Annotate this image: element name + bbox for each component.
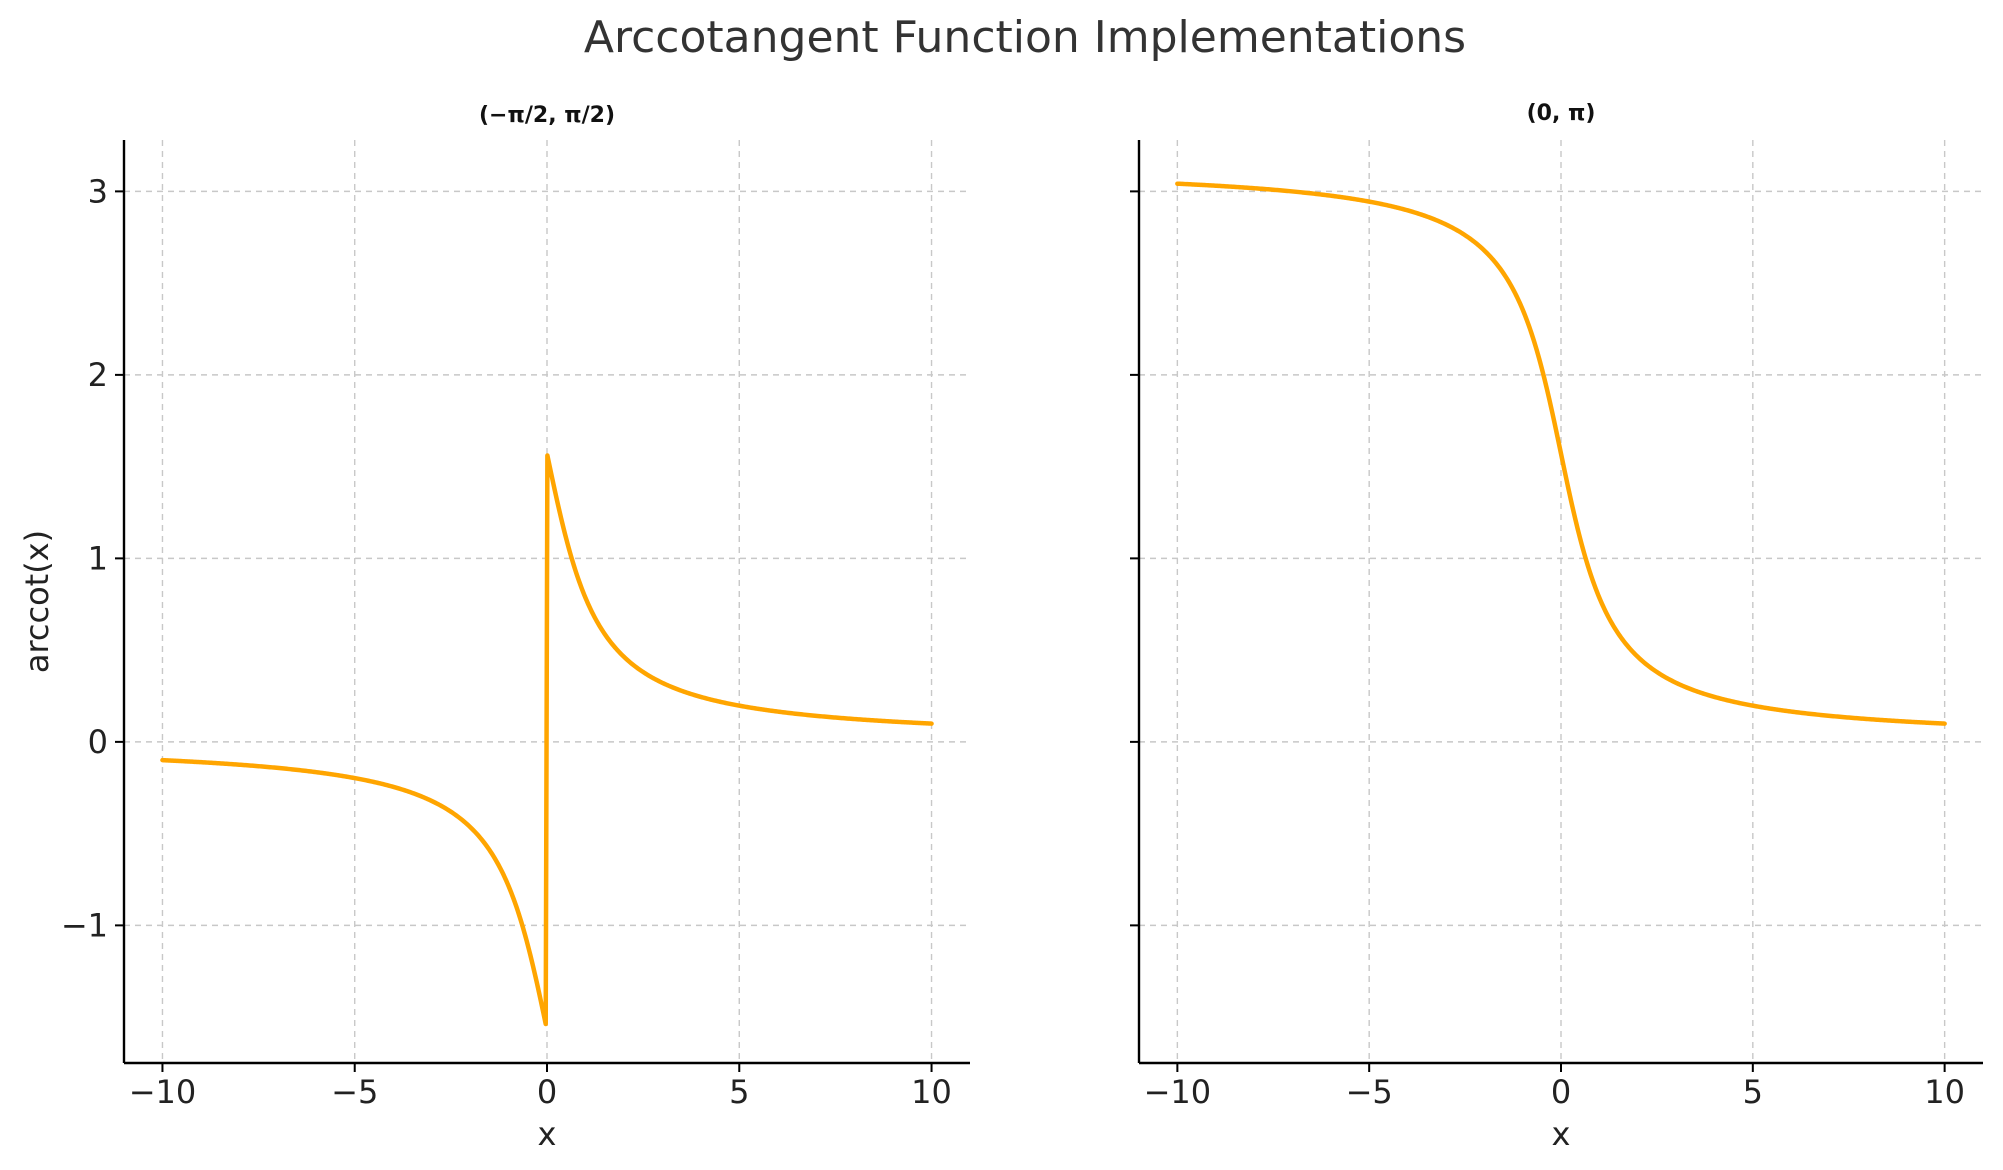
subplot-title: (0, π) xyxy=(1527,101,1596,126)
y-tick-label: 0 xyxy=(88,723,108,761)
x-tick-label: 5 xyxy=(1743,1073,1763,1111)
x-tick-label: 10 xyxy=(1924,1073,1965,1111)
x-axis-label: x xyxy=(1552,1115,1571,1153)
x-axis-label: x xyxy=(538,1115,557,1153)
x-tick-label: −10 xyxy=(1144,1073,1212,1111)
series-line xyxy=(1175,181,1947,726)
y-tick-label: 2 xyxy=(88,356,108,394)
x-tick-label: 0 xyxy=(537,1073,557,1111)
x-tick-label: 5 xyxy=(729,1073,749,1111)
x-tick-label: −5 xyxy=(1346,1073,1393,1111)
subplot-title: (−π/2, π/2) xyxy=(479,103,615,128)
x-tick-label: −10 xyxy=(129,1073,197,1111)
x-tick-label: 10 xyxy=(911,1073,952,1111)
right-subplot: −10 −5 0 5 10 (0, π) x xyxy=(1130,101,1983,1153)
x-tick-label: −5 xyxy=(331,1073,378,1111)
series-line xyxy=(160,453,934,1027)
x-tick-label: 0 xyxy=(1551,1073,1571,1111)
figure-title: Arccotangent Function Implementations xyxy=(584,12,1466,63)
y-tick-label: 1 xyxy=(88,539,108,577)
y-axis-label: arccot(x) xyxy=(18,530,56,673)
y-tick-label: 3 xyxy=(88,172,108,210)
y-tick-label: −1 xyxy=(61,906,108,944)
